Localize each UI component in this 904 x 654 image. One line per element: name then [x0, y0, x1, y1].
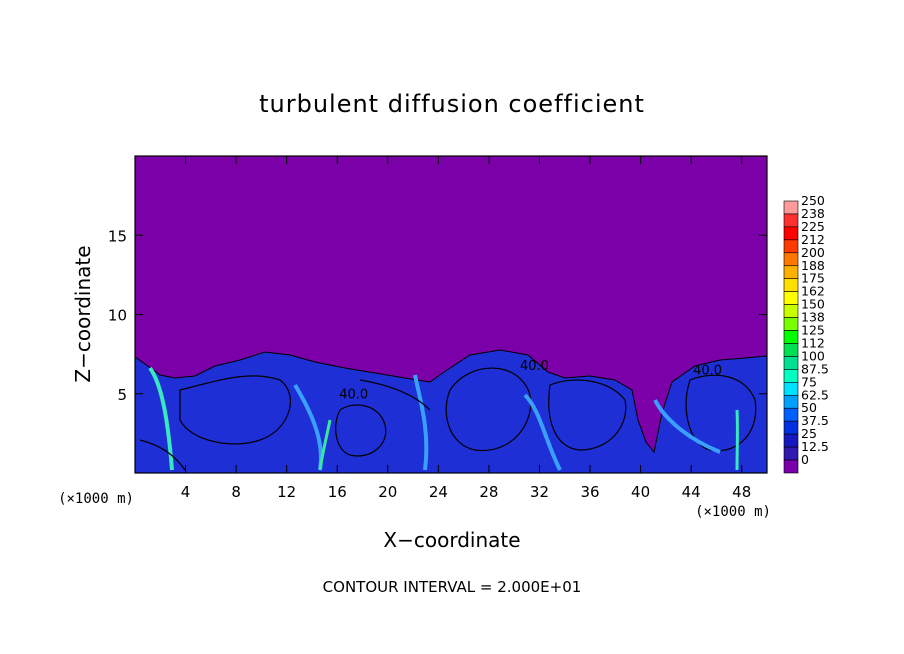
chart-title: turbulent diffusion coefficient — [259, 90, 645, 118]
colorbar-swatch — [783, 420, 799, 435]
colorbar-swatch — [783, 446, 799, 461]
colorbar-swatch — [783, 200, 799, 215]
colorbar-swatch — [783, 226, 799, 241]
colorbar-swatch — [783, 252, 799, 267]
colorbar-label: 188 — [801, 258, 825, 273]
colorbar-swatch — [783, 343, 799, 357]
colorbar-swatch — [783, 369, 799, 383]
x-axis-label: X−coordinate — [383, 528, 520, 552]
x-tick-label: 32 — [530, 483, 549, 501]
y-tick-label: 15 — [108, 227, 127, 245]
x-tick-label: 4 — [181, 483, 191, 501]
colorbar-label: 50 — [801, 400, 817, 415]
colorbar-swatch — [783, 433, 799, 448]
colorbar-label: 37.5 — [801, 413, 829, 428]
x-unit-left: (×1000 m) — [58, 491, 134, 507]
colorbar-swatch — [783, 459, 799, 474]
contour-label: 40.0 — [339, 388, 368, 403]
colorbar-label: 175 — [801, 271, 825, 286]
x-tick-label: 40 — [631, 483, 650, 501]
colorbar-swatch — [783, 407, 799, 422]
x-tick-label: 16 — [328, 483, 347, 501]
colorbar-swatch — [783, 330, 799, 344]
colorbar-label: 75 — [801, 374, 817, 389]
colorbar-label: 250 — [801, 193, 825, 208]
colorbar-label: 100 — [801, 348, 825, 363]
colorbar-swatch — [783, 265, 799, 280]
x-tick-label: 12 — [277, 483, 296, 501]
colorbar-label: 87.5 — [801, 361, 829, 376]
y-tick-label: 10 — [108, 307, 127, 325]
x-tick-label: 20 — [378, 483, 397, 501]
colorbar-swatch — [783, 239, 799, 254]
x-tick-label: 44 — [682, 483, 701, 501]
colorbar-label: 112 — [801, 335, 825, 350]
colorbar-swatch — [783, 278, 799, 292]
x-tick-label: 28 — [479, 483, 498, 501]
eddy-details — [139, 366, 757, 471]
x-unit-right: (×1000 m) — [695, 504, 771, 520]
colorbar: 2502382252122001881751621501381251121008… — [783, 193, 829, 474]
colorbar-label: 125 — [801, 323, 825, 338]
y-tick-label: 5 — [117, 386, 127, 404]
colorbar-label: 150 — [801, 297, 825, 312]
colorbar-label: 138 — [801, 310, 825, 325]
x-tick-label: 48 — [732, 483, 751, 501]
colorbar-swatch — [783, 213, 799, 228]
x-tick-label: 24 — [429, 483, 448, 501]
contour-label: 40.0 — [693, 364, 722, 379]
contour-label: 40.0 — [520, 359, 549, 374]
colorbar-label: 25 — [801, 426, 817, 441]
colorbar-swatch — [783, 291, 799, 305]
x-tick-label: 36 — [580, 483, 599, 501]
colorbar-label: 12.5 — [801, 439, 829, 454]
colorbar-swatch — [783, 304, 799, 318]
colorbar-swatch — [783, 317, 799, 331]
colorbar-label: 62.5 — [801, 387, 829, 402]
colorbar-label: 162 — [801, 284, 825, 299]
colorbar-label: 212 — [801, 232, 825, 247]
colorbar-label: 200 — [801, 245, 825, 260]
y-axis-label: Z−coordinate — [71, 245, 95, 382]
colorbar-label: 238 — [801, 206, 825, 221]
colorbar-swatch — [783, 382, 799, 396]
colorbar-swatch — [783, 356, 799, 370]
x-tick-label: 8 — [231, 483, 241, 501]
colorbar-label: 225 — [801, 219, 825, 234]
turbulent-layer — [135, 349, 767, 473]
colorbar-label: 0 — [801, 452, 809, 467]
colorbar-swatch — [783, 394, 799, 409]
contour-interval-note: CONTOUR INTERVAL = 2.000E+01 — [323, 578, 582, 596]
plot-area: 40.0 40.0 40.0 — [135, 156, 767, 473]
